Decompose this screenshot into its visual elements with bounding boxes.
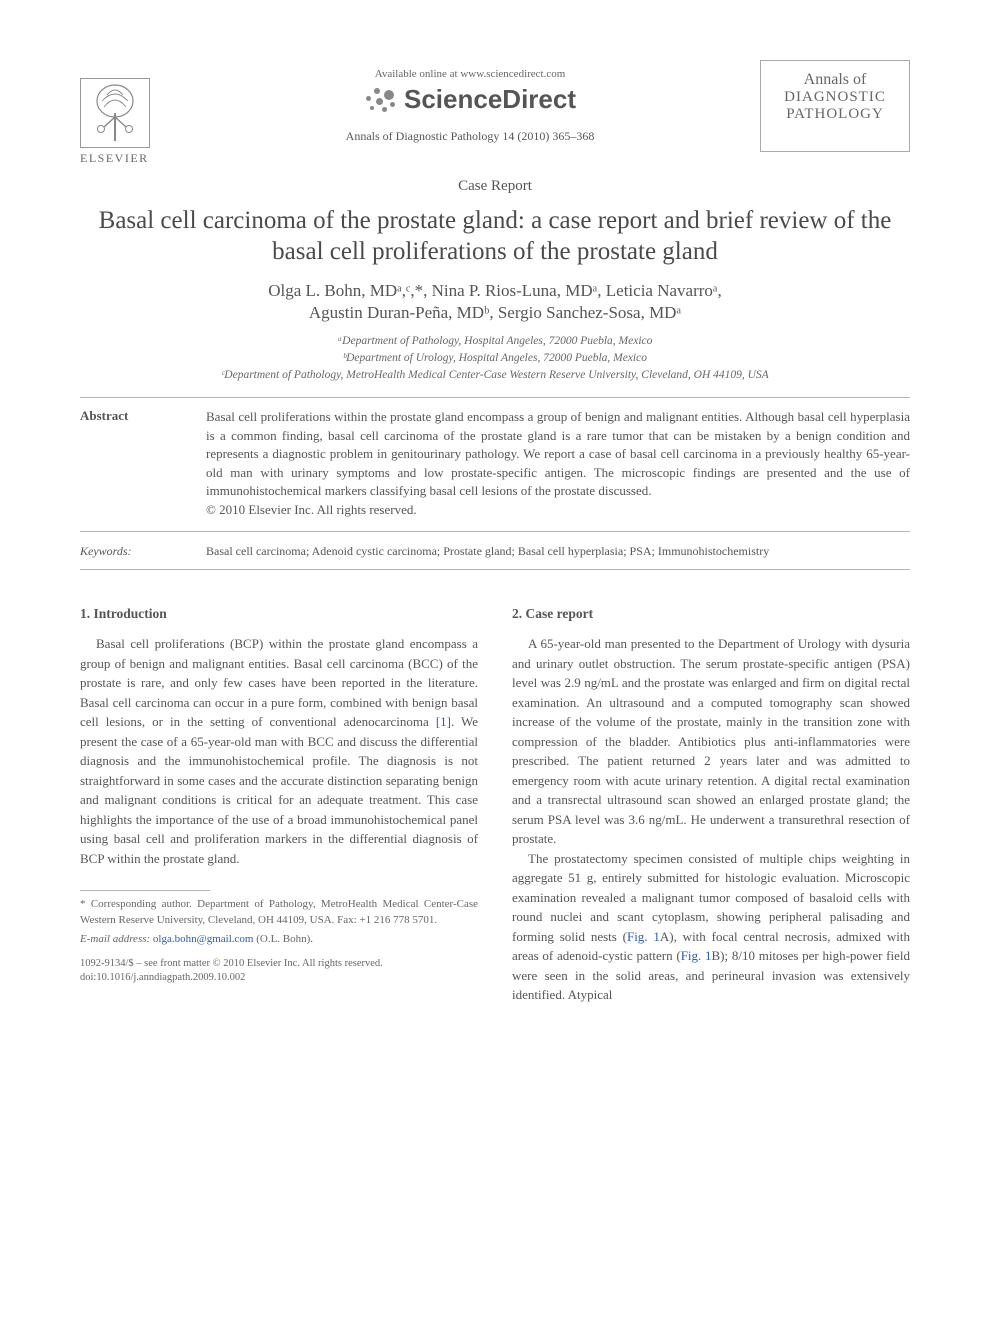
- intro-text-b: . We present the case of a 65-year-old m…: [80, 714, 478, 866]
- intro-paragraph: Basal cell proliferations (BCP) within t…: [80, 634, 478, 868]
- section-heading-case: 2. Case report: [512, 604, 910, 624]
- email-who: (O.L. Bohn).: [253, 933, 313, 945]
- abstract-text: Basal cell proliferations within the pro…: [206, 408, 910, 519]
- footer-copyright: 1092-9134/$ – see front matter © 2010 El…: [80, 957, 478, 984]
- section-heading-intro: 1. Introduction: [80, 604, 478, 624]
- email-link[interactable]: olga.bohn@gmail.com: [153, 933, 254, 945]
- column-left: 1. Introduction Basal cell proliferation…: [80, 604, 478, 1005]
- case-paragraph-1: A 65-year-old man presented to the Depar…: [512, 634, 910, 849]
- article-title: Basal cell carcinoma of the prostate gla…: [80, 205, 910, 268]
- authors-line-1: Olga L. Bohn, MDᵃ,ᶜ,*, Nina P. Rios-Luna…: [80, 280, 910, 303]
- article-type: Case Report: [80, 178, 910, 195]
- sciencedirect-logo: ScienceDirect: [180, 84, 760, 115]
- affiliations: ᵃDepartment of Pathology, Hospital Angel…: [80, 333, 910, 383]
- journal-name-line1: Annals of: [769, 71, 901, 89]
- available-online-text: Available online at www.sciencedirect.co…: [180, 68, 760, 80]
- publisher-logo: ELSEVIER: [80, 60, 180, 166]
- journal-name-line3: PATHOLOGY: [769, 106, 901, 123]
- intro-text-a: Basal cell proliferations (BCP) within t…: [80, 636, 478, 729]
- email-footnote: E-mail address: olga.bohn@gmail.com (O.L…: [80, 932, 478, 947]
- abstract-copyright: © 2010 Elsevier Inc. All rights reserved…: [206, 502, 417, 517]
- journal-reference: Annals of Diagnostic Pathology 14 (2010)…: [180, 129, 760, 144]
- abstract-block: Abstract Basal cell proliferations withi…: [80, 408, 910, 519]
- keywords-block: Keywords: Basal cell carcinoma; Adenoid …: [80, 544, 910, 559]
- journal-name-line2: DIAGNOSTIC: [769, 89, 901, 106]
- column-right: 2. Case report A 65-year-old man present…: [512, 604, 910, 1005]
- footnote-corr: * Corresponding author. Department of Pa…: [80, 898, 478, 925]
- abstract-label: Abstract: [80, 408, 180, 519]
- keywords-text: Basal cell carcinoma; Adenoid cystic car…: [206, 544, 769, 559]
- abstract-body: Basal cell proliferations within the pro…: [206, 409, 910, 498]
- sciencedirect-wordmark: ScienceDirect: [404, 84, 576, 115]
- figure-link-1b[interactable]: Fig. 1: [681, 948, 712, 963]
- case-paragraph-2: The prostatectomy specimen consisted of …: [512, 849, 910, 1005]
- journal-title-box: Annals of DIAGNOSTIC PATHOLOGY: [760, 60, 910, 152]
- sciencedirect-dots-icon: [364, 86, 398, 114]
- publisher-name: ELSEVIER: [80, 151, 180, 166]
- body-columns: 1. Introduction Basal cell proliferation…: [80, 604, 910, 1005]
- keywords-label: Keywords:: [80, 544, 180, 559]
- corresponding-author-footnote: * Corresponding author. Department of Pa…: [80, 897, 478, 927]
- footnote-rule: [80, 890, 210, 891]
- email-label: E-mail address:: [80, 933, 153, 945]
- elsevier-tree-icon: [80, 78, 150, 148]
- page-header: ELSEVIER Available online at www.science…: [80, 60, 910, 166]
- divider-top: [80, 397, 910, 398]
- header-center: Available online at www.sciencedirect.co…: [180, 60, 760, 144]
- citation-link-1[interactable]: [1]: [436, 714, 451, 729]
- authors-block: Olga L. Bohn, MDᵃ,ᶜ,*, Nina P. Rios-Luna…: [80, 280, 910, 326]
- affiliation-c: ᶜDepartment of Pathology, MetroHealth Me…: [80, 367, 910, 384]
- figure-link-1a[interactable]: Fig. 1: [627, 929, 660, 944]
- footer-doi: doi:10.1016/j.anndiagpath.2009.10.002: [80, 972, 245, 983]
- affiliation-b: ᵇDepartment of Urology, Hospital Angeles…: [80, 350, 910, 367]
- divider-bottom: [80, 569, 910, 570]
- divider-mid: [80, 531, 910, 532]
- authors-line-2: Agustin Duran-Peña, MDᵇ, Sergio Sanchez-…: [80, 302, 910, 325]
- affiliation-a: ᵃDepartment of Pathology, Hospital Angel…: [80, 333, 910, 350]
- footer-line1: 1092-9134/$ – see front matter © 2010 El…: [80, 958, 383, 969]
